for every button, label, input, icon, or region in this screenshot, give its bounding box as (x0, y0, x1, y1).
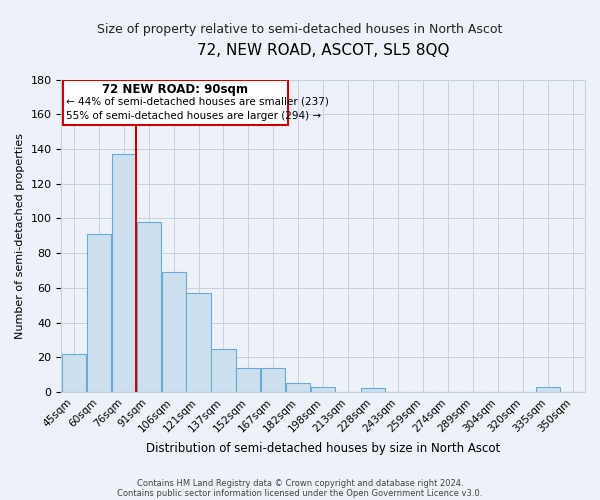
Bar (311, 386, 335, 392)
Bar (137, 222, 161, 392)
X-axis label: Distribution of semi-detached houses by size in North Ascot: Distribution of semi-detached houses by … (146, 442, 500, 455)
Bar (112, 154, 136, 392)
Text: ← 44% of semi-detached houses are smaller (237): ← 44% of semi-detached houses are smalle… (67, 97, 329, 107)
Bar (361, 388, 385, 392)
Bar (161, 272, 185, 392)
Text: 55% of semi-detached houses are larger (294) →: 55% of semi-detached houses are larger (… (67, 110, 322, 120)
Y-axis label: Number of semi-detached properties: Number of semi-detached properties (15, 132, 25, 338)
Bar (62, 354, 86, 392)
Text: 72 NEW ROAD: 90sqm: 72 NEW ROAD: 90sqm (103, 83, 248, 96)
Text: Contains HM Land Registry data © Crown copyright and database right 2024.: Contains HM Land Registry data © Crown c… (137, 478, 463, 488)
Bar (187, 293, 211, 392)
Bar (87, 234, 111, 392)
Bar (286, 384, 310, 392)
FancyBboxPatch shape (62, 80, 288, 124)
Bar (536, 386, 560, 392)
Text: Contains public sector information licensed under the Open Government Licence v3: Contains public sector information licen… (118, 488, 482, 498)
Text: Size of property relative to semi-detached houses in North Ascot: Size of property relative to semi-detach… (97, 22, 503, 36)
Title: 72, NEW ROAD, ASCOT, SL5 8QQ: 72, NEW ROAD, ASCOT, SL5 8QQ (197, 42, 449, 58)
Bar (261, 368, 286, 392)
Bar (236, 368, 260, 392)
Bar (211, 348, 236, 392)
